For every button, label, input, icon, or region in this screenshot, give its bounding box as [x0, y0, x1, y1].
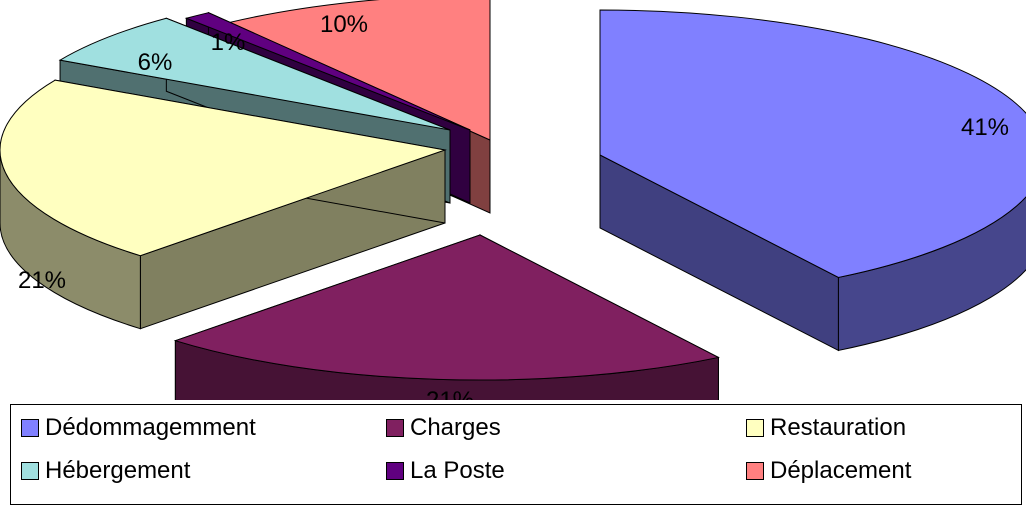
legend-swatch	[746, 419, 764, 437]
legend-item: Hébergement	[21, 451, 190, 491]
slice-label-0: 41%	[961, 114, 1009, 141]
legend-swatch	[746, 462, 764, 480]
legend: Dédommagemment Charges Restauration Héberge…	[10, 404, 1022, 505]
legend-item: Déplacement	[746, 451, 911, 491]
legend-label: Restauration	[770, 414, 907, 441]
slice-label-5: 10%	[320, 11, 368, 38]
pie-chart: 41% 21% 21% 6% 1% 10%	[0, 0, 1026, 400]
legend-swatch	[386, 462, 404, 480]
pie-slice-top	[184, 12, 471, 131]
legend-label: Déplacement	[770, 457, 912, 484]
pie-slice-top	[226, 0, 491, 141]
legend-swatch	[386, 419, 404, 437]
slice-label-4: 1%	[211, 29, 246, 56]
pie-slices	[0, 0, 1026, 400]
pie-slice-top	[0, 79, 447, 257]
pie-slice-0	[599, 9, 1026, 352]
legend-label: La Poste	[410, 457, 505, 484]
pie-slice-top	[58, 17, 451, 131]
legend-label: Dédommagemment	[45, 414, 256, 441]
pie-slice-top	[173, 234, 720, 381]
pie-slice-1	[173, 234, 720, 400]
legend-item: La Poste	[386, 451, 505, 491]
pie-slice-top	[599, 9, 1026, 278]
pie-slice-2	[0, 79, 447, 330]
legend-item: Dédommagemment	[21, 408, 256, 448]
legend-label: Hébergement	[45, 457, 191, 484]
legend-swatch	[21, 462, 39, 480]
slice-label-1: 21%	[426, 387, 474, 400]
legend-swatch	[21, 419, 39, 437]
slice-label-3: 6%	[138, 49, 173, 76]
legend-item: Restauration	[746, 408, 906, 448]
legend-item: Charges	[386, 408, 501, 448]
slice-label-2: 21%	[18, 267, 66, 294]
legend-label: Charges	[410, 414, 501, 441]
pie-labels: 41% 21% 21% 6% 1% 10%	[18, 11, 1009, 400]
